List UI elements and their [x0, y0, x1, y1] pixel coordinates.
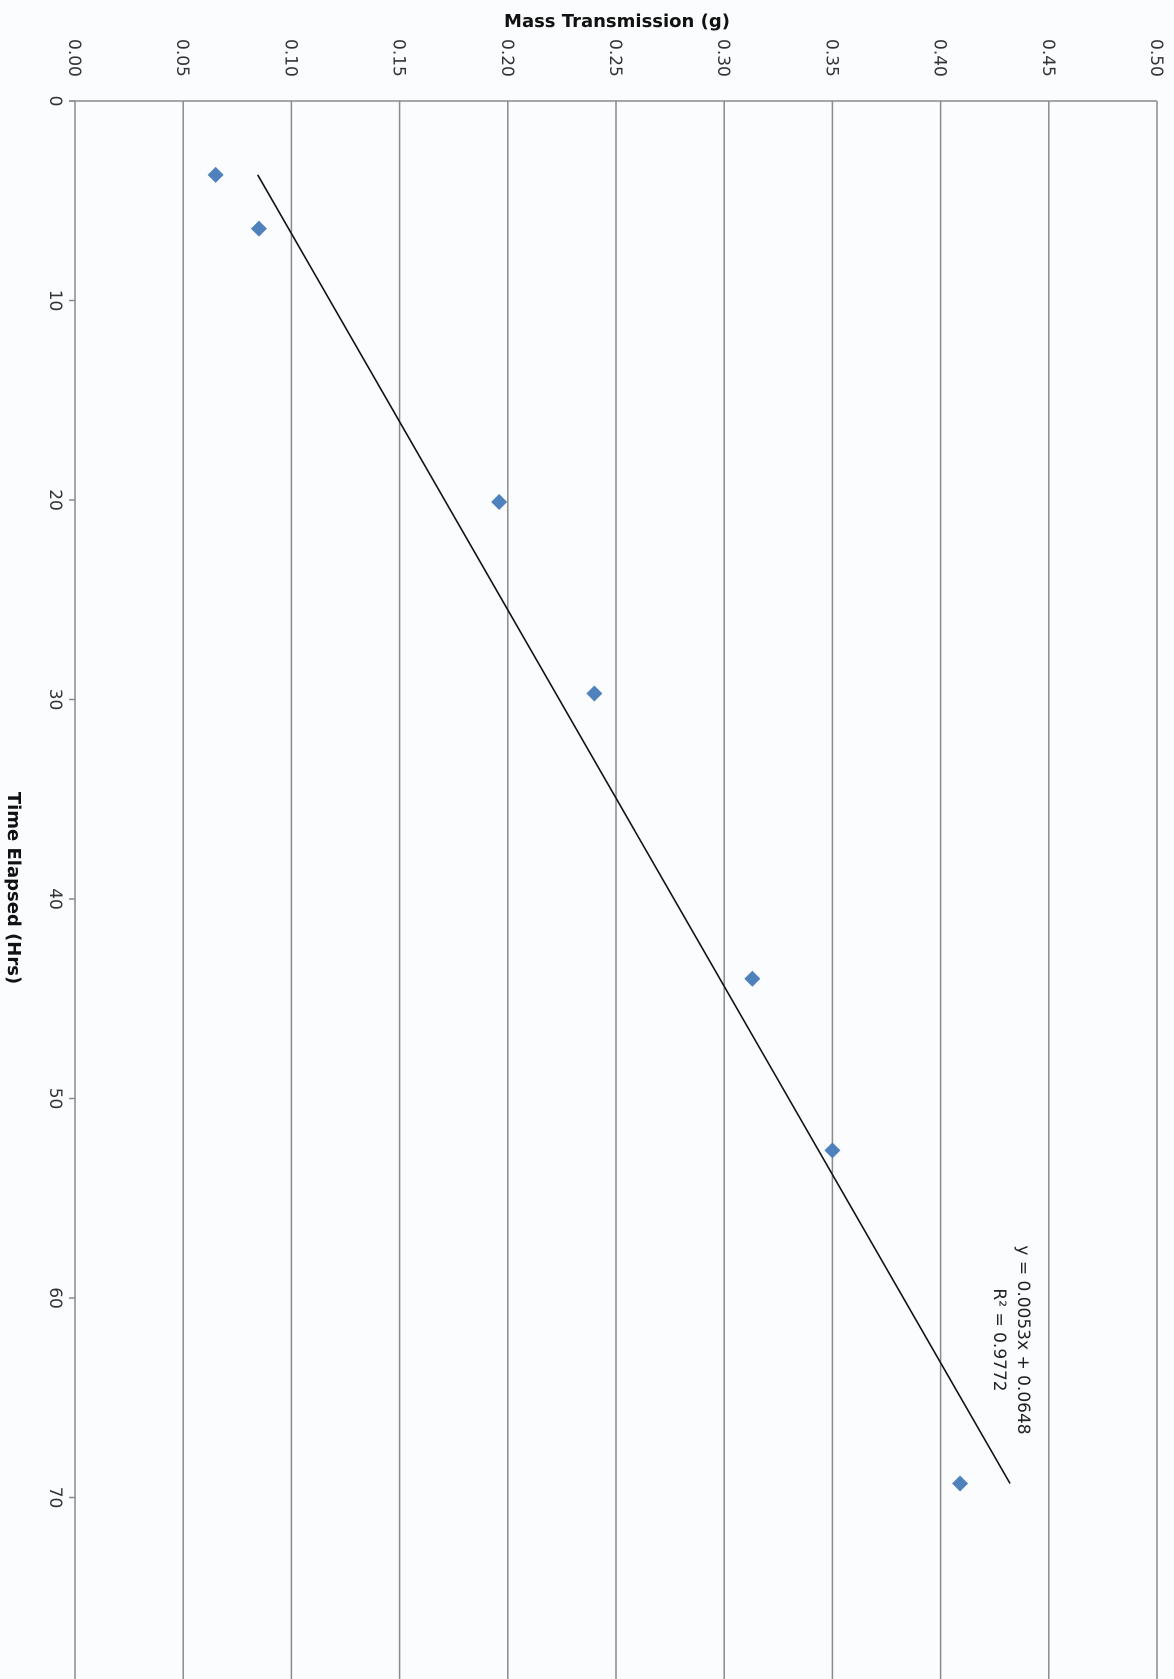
y-tick-label: 0.45 — [1038, 39, 1058, 77]
trendline — [256, 174, 1011, 1484]
data-point — [952, 1475, 969, 1492]
trendline-equation-text: y = 0.0053x + 0.0648 — [1013, 1245, 1033, 1434]
y-tick-label: 0.30 — [713, 39, 733, 77]
trendline-group — [256, 174, 1011, 1484]
y-tick-label: 0.15 — [389, 39, 409, 77]
x-tick-label: 70 — [45, 1487, 65, 1509]
x-tick-label: 10 — [45, 290, 65, 312]
data-point — [586, 685, 603, 702]
y-axis-title: Mass Transmission (g) — [504, 11, 730, 32]
x-tick-label: 20 — [45, 489, 65, 511]
y-tick-label: 0.05 — [172, 39, 192, 77]
data-point — [250, 220, 267, 237]
data-point — [491, 493, 508, 510]
x-tick-label: 40 — [45, 888, 65, 910]
x-axis-title: Time Elapsed (Hrs) — [3, 792, 24, 984]
y-tick-label: 0.00 — [64, 39, 84, 77]
axes — [69, 100, 1157, 1679]
x-tick-label: 30 — [45, 689, 65, 711]
data-point — [824, 1142, 841, 1159]
y-tick-label: 0.10 — [280, 39, 300, 77]
y-tick-label: 0.40 — [930, 39, 950, 77]
gridlines — [182, 101, 1158, 1679]
data-point — [744, 970, 761, 987]
data-points — [207, 166, 969, 1492]
y-tick-label: 0.20 — [497, 39, 517, 77]
tick-labels: 0.00 0.05 0.10 0.15 0.20 0.25 0.30 0.35 0.40 0.45… — [45, 39, 1166, 1509]
trendline-r2-text: R² = 0.9772 — [989, 1288, 1009, 1391]
y-tick-label: 0.35 — [821, 39, 841, 77]
y-tick-label: 0.25 — [605, 39, 625, 77]
x-tick-label: 60 — [45, 1287, 65, 1309]
x-tick-label: 50 — [45, 1088, 65, 1110]
y-tick-label: 0.50 — [1146, 39, 1166, 77]
x-tick-label: 0 — [45, 96, 65, 107]
data-point — [207, 166, 224, 183]
trendline-equation: y = 0.0053x + 0.0648 R² = 0.9772 — [989, 1245, 1033, 1434]
